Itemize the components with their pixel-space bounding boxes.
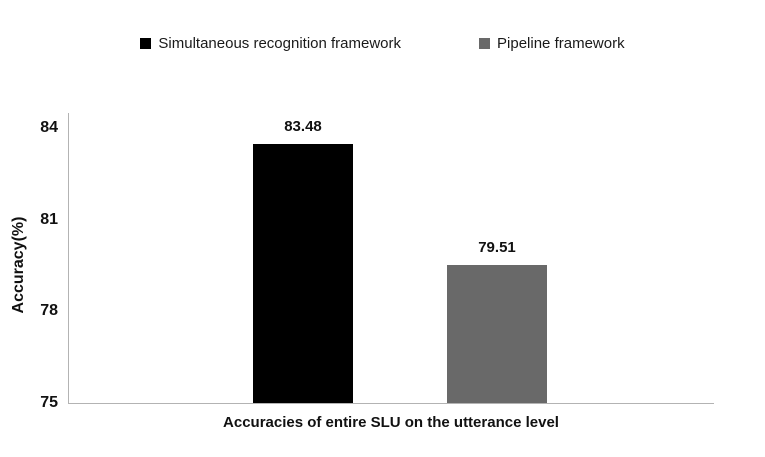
legend-item: Simultaneous recognition framework [140, 36, 401, 51]
legend-swatch-icon [479, 38, 491, 49]
y-tick-label: 78 [40, 302, 58, 320]
x-axis-title: Accuracies of entire SLU on the utteranc… [223, 414, 559, 431]
x-axis-line [68, 403, 714, 404]
bar [253, 143, 353, 403]
y-tick-label: 84 [40, 119, 58, 136]
legend-label: Simultaneous recognition framework [158, 35, 402, 52]
y-tick-label: 81 [40, 210, 58, 228]
legend-label: Pipeline framework [497, 35, 625, 52]
legend-item: Pipeline framework [479, 36, 625, 51]
chart-legend: Simultaneous recognition framework Pipeli… [0, 36, 765, 51]
bar-value-label: 79.51 [478, 239, 516, 257]
y-axis-line [68, 113, 69, 404]
y-tick-label: 75 [40, 394, 58, 411]
y-axis-title: Accuracy(%) [10, 216, 27, 314]
legend-swatch-icon [140, 38, 152, 49]
bar [447, 265, 547, 403]
bar-value-label: 83.48 [284, 117, 322, 135]
